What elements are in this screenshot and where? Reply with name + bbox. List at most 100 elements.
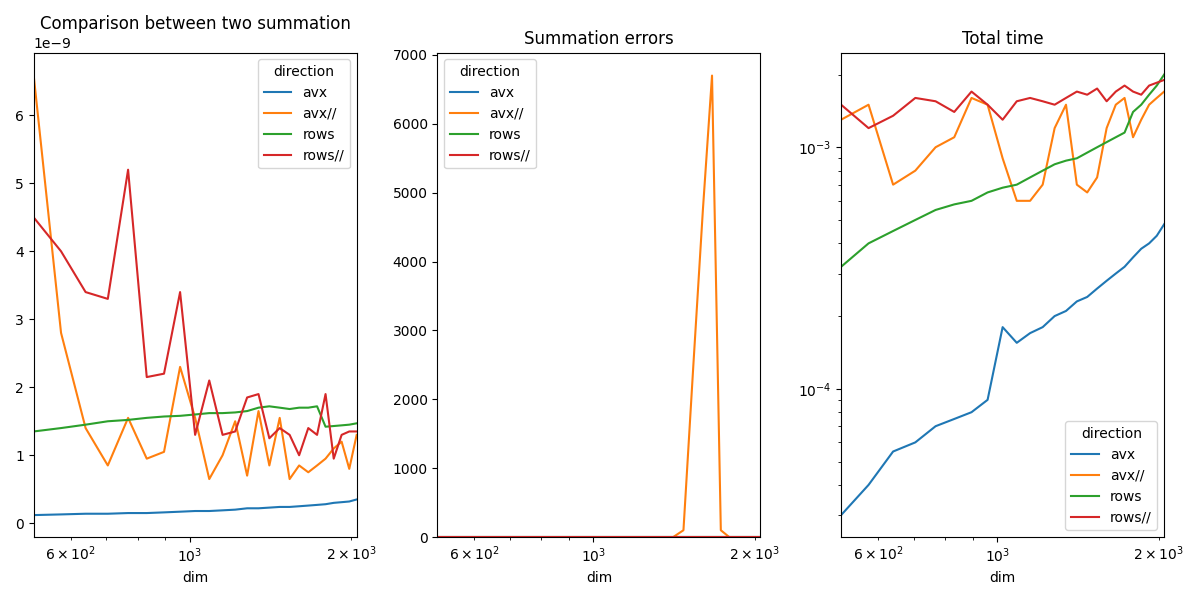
rows bbox=[335, 422, 349, 429]
rows// bbox=[1150, 79, 1164, 86]
rows bbox=[251, 404, 265, 411]
rows bbox=[504, 533, 518, 541]
avx bbox=[1157, 221, 1171, 228]
rows bbox=[686, 533, 701, 541]
avx// bbox=[908, 167, 923, 174]
Title: Total time: Total time bbox=[962, 30, 1044, 48]
rows bbox=[1058, 157, 1073, 164]
rows// bbox=[704, 533, 719, 541]
avx// bbox=[1080, 189, 1094, 196]
rows// bbox=[342, 428, 356, 435]
rows bbox=[655, 533, 670, 541]
rows bbox=[173, 412, 187, 419]
avx bbox=[686, 533, 701, 541]
rows// bbox=[1157, 76, 1171, 83]
avx// bbox=[592, 533, 606, 541]
avx// bbox=[606, 533, 620, 541]
rows bbox=[1109, 134, 1123, 141]
rows// bbox=[666, 533, 680, 541]
rows bbox=[592, 533, 606, 541]
avx bbox=[139, 509, 154, 517]
avx bbox=[228, 506, 242, 513]
avx bbox=[240, 505, 254, 512]
rows bbox=[282, 406, 296, 413]
avx// bbox=[965, 94, 979, 101]
avx bbox=[1080, 293, 1094, 301]
avx// bbox=[714, 527, 728, 534]
avx// bbox=[643, 533, 658, 541]
rows// bbox=[577, 533, 592, 541]
rows// bbox=[504, 533, 518, 541]
avx// bbox=[272, 414, 287, 421]
avx// bbox=[482, 533, 497, 541]
rows// bbox=[251, 391, 265, 398]
avx// bbox=[1069, 181, 1084, 188]
rows// bbox=[746, 533, 761, 541]
avx// bbox=[26, 71, 41, 78]
rows// bbox=[272, 424, 287, 431]
avx// bbox=[886, 181, 900, 188]
avx// bbox=[696, 206, 710, 214]
avx bbox=[980, 396, 995, 403]
rows bbox=[754, 533, 768, 541]
avx bbox=[301, 502, 316, 509]
rows// bbox=[862, 125, 876, 132]
avx// bbox=[292, 462, 306, 469]
rows// bbox=[1022, 94, 1037, 101]
rows bbox=[342, 421, 356, 428]
rows// bbox=[643, 533, 658, 541]
rows bbox=[908, 217, 923, 224]
avx bbox=[215, 507, 229, 514]
rows bbox=[746, 533, 761, 541]
avx// bbox=[1150, 94, 1164, 101]
Legend: avx, avx//, rows, rows//: avx, avx//, rows, rows// bbox=[444, 59, 536, 169]
avx// bbox=[1048, 125, 1062, 132]
avx// bbox=[240, 472, 254, 479]
rows// bbox=[326, 455, 341, 462]
avx// bbox=[457, 533, 472, 541]
rows bbox=[560, 533, 575, 541]
rows bbox=[696, 533, 710, 541]
avx bbox=[1090, 285, 1104, 292]
rows// bbox=[292, 452, 306, 459]
avx bbox=[1134, 245, 1148, 253]
avx bbox=[310, 501, 324, 508]
avx bbox=[1150, 232, 1164, 239]
avx bbox=[965, 409, 979, 416]
avx bbox=[101, 510, 115, 517]
avx// bbox=[202, 475, 216, 482]
avx// bbox=[631, 533, 646, 541]
avx bbox=[722, 533, 737, 541]
Line: rows//: rows// bbox=[841, 80, 1164, 128]
rows bbox=[996, 184, 1010, 191]
rows// bbox=[335, 431, 349, 439]
avx// bbox=[1090, 174, 1104, 181]
rows// bbox=[78, 289, 92, 296]
avx// bbox=[722, 533, 737, 541]
Line: rows: rows bbox=[841, 74, 1164, 267]
Title: Comparison between two summation: Comparison between two summation bbox=[40, 15, 350, 33]
avx// bbox=[834, 116, 848, 124]
rows// bbox=[482, 533, 497, 541]
avx// bbox=[139, 455, 154, 462]
avx// bbox=[1036, 181, 1050, 188]
rows bbox=[121, 416, 136, 424]
rows// bbox=[1036, 98, 1050, 105]
avx bbox=[908, 439, 923, 446]
rows bbox=[262, 403, 276, 410]
rows// bbox=[592, 533, 606, 541]
avx// bbox=[746, 533, 761, 541]
rows// bbox=[1080, 91, 1094, 98]
rows// bbox=[686, 533, 701, 541]
rows bbox=[482, 533, 497, 541]
avx// bbox=[996, 155, 1010, 162]
avx// bbox=[301, 469, 316, 476]
Line: rows: rows bbox=[34, 406, 356, 431]
avx// bbox=[1117, 94, 1132, 101]
avx// bbox=[251, 407, 265, 415]
rows bbox=[101, 418, 115, 425]
avx bbox=[318, 500, 332, 508]
rows// bbox=[157, 370, 172, 377]
rows bbox=[457, 533, 472, 541]
avx bbox=[731, 533, 745, 541]
